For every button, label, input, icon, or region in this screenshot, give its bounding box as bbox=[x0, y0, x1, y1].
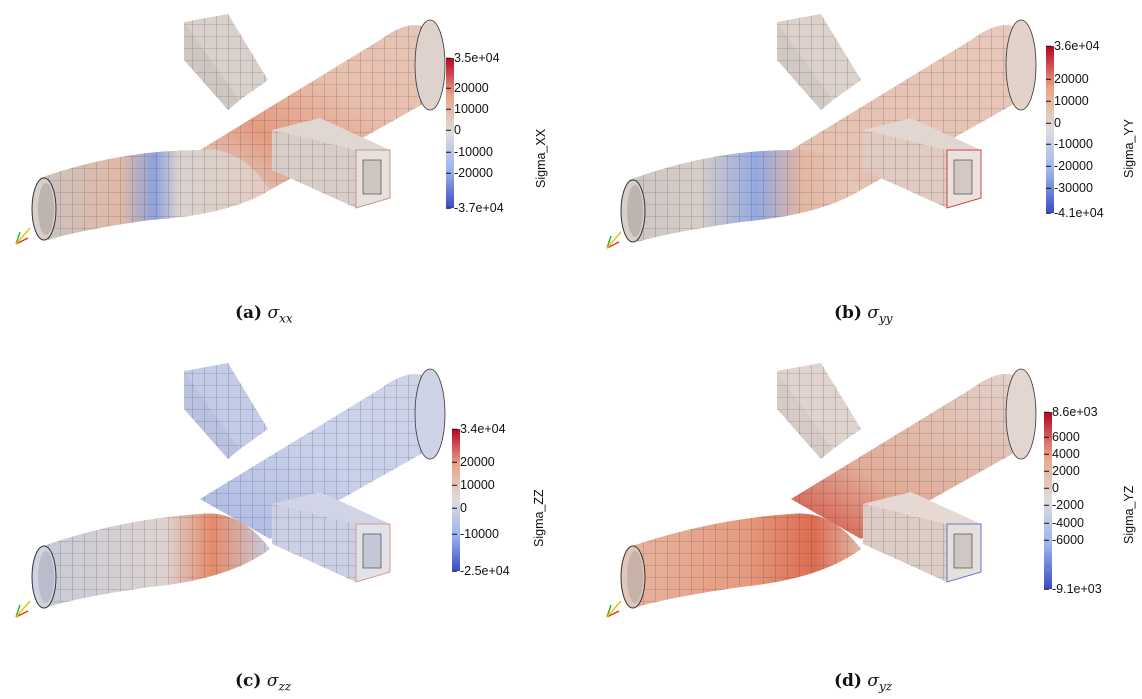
colorbar-tick: 3.5e+04 bbox=[454, 50, 500, 65]
colorbar-tick: -2.5e+04 bbox=[460, 563, 510, 578]
caption-label: (c) bbox=[235, 671, 262, 691]
colorbar-tick: 3.4e+04 bbox=[460, 421, 506, 436]
pipe-render-a bbox=[31, 14, 446, 241]
colorbar-tick: 20000 bbox=[460, 454, 495, 469]
colorbar-tick: -20000 bbox=[454, 165, 493, 180]
colorbar-tick: 2000 bbox=[1052, 463, 1080, 478]
panel-b: 3.6e+04 20000 10000 0 -10000 -20000 -300… bbox=[571, 0, 1142, 349]
colorbar-tick: 10000 bbox=[460, 477, 495, 492]
colorbar-title: Sigma_XX bbox=[534, 128, 548, 188]
caption-d: (d) σyz bbox=[834, 671, 892, 693]
caption-b: (b) σyy bbox=[834, 303, 893, 325]
pipe-render-c bbox=[31, 363, 446, 609]
panel-d: 8.6e+03 6000 4000 2000 0 -2000 -4000 -60… bbox=[571, 349, 1142, 698]
caption-symbol: σ bbox=[867, 671, 879, 691]
colorbar-gradient bbox=[1044, 412, 1052, 589]
colorbar-title: Sigma_YZ bbox=[1122, 485, 1136, 544]
colorbar-tick: 8.6e+03 bbox=[1052, 404, 1098, 419]
panel-a: 3.5e+04 20000 10000 0 -10000 -20000 -3.7… bbox=[0, 0, 571, 349]
caption-symbol: σ bbox=[867, 303, 879, 323]
colorbar-tick: -6000 bbox=[1052, 532, 1084, 547]
axes-triad-icon bbox=[606, 231, 622, 249]
axes-triad-icon bbox=[15, 600, 31, 618]
colorbar-tick: -3.7e+04 bbox=[454, 200, 504, 215]
caption-symbol: σ bbox=[266, 671, 279, 691]
caption-a: (a) σxx bbox=[235, 303, 293, 325]
caption-subscript: xx bbox=[279, 311, 293, 326]
caption-c: (c) σzz bbox=[235, 671, 291, 693]
colorbar-tick: 0 bbox=[460, 500, 467, 515]
caption-subscript: yy bbox=[879, 311, 893, 326]
colorbar-tick: -10000 bbox=[454, 144, 493, 159]
colorbar-tick: -9.1e+03 bbox=[1052, 581, 1102, 596]
colorbar-tick: 0 bbox=[1052, 480, 1059, 495]
colorbar-title: Sigma_ZZ bbox=[532, 489, 546, 547]
colorbar-title: Sigma_YY bbox=[1122, 118, 1136, 178]
caption-label: (a) bbox=[235, 303, 263, 323]
axes-triad-icon bbox=[606, 600, 622, 618]
caption-symbol: σ bbox=[267, 303, 280, 323]
colorbar-tick: 6000 bbox=[1052, 429, 1080, 444]
colorbar-gradient bbox=[452, 429, 460, 571]
caption-subscript: yz bbox=[879, 679, 893, 694]
colorbar-tick: -4.1e+04 bbox=[1054, 205, 1104, 220]
caption-label: (d) bbox=[834, 671, 862, 691]
caption-label: (b) bbox=[834, 303, 862, 323]
colorbar-tick: -4000 bbox=[1052, 515, 1084, 530]
colorbar-tick: -10000 bbox=[1054, 136, 1093, 151]
colorbar-gradient bbox=[1046, 46, 1054, 213]
pipe-render-b bbox=[620, 14, 1037, 243]
colorbar-tick: 0 bbox=[1054, 115, 1061, 130]
colorbar-tick: 4000 bbox=[1052, 446, 1080, 461]
colorbar-tick: -10000 bbox=[460, 526, 499, 541]
colorbar-tick: 10000 bbox=[1054, 93, 1089, 108]
panel-c: 3.4e+04 20000 10000 0 -10000 -2.5e+04 Si… bbox=[0, 349, 571, 698]
colorbar-tick: 3.6e+04 bbox=[1054, 38, 1100, 53]
colorbar-tick: 20000 bbox=[454, 80, 489, 95]
colorbar-tick: -20000 bbox=[1054, 158, 1093, 173]
colorbar-tick: 20000 bbox=[1054, 71, 1089, 86]
colorbar-tick: 0 bbox=[454, 122, 461, 137]
axes-triad-icon bbox=[15, 227, 31, 245]
colorbar-tick: -2000 bbox=[1052, 497, 1084, 512]
colorbar-tick: 10000 bbox=[454, 101, 489, 116]
colorbar-tick: -30000 bbox=[1054, 180, 1093, 195]
colorbar-gradient bbox=[446, 58, 454, 208]
caption-subscript: zz bbox=[278, 679, 292, 694]
pipe-render-d bbox=[620, 363, 1037, 609]
